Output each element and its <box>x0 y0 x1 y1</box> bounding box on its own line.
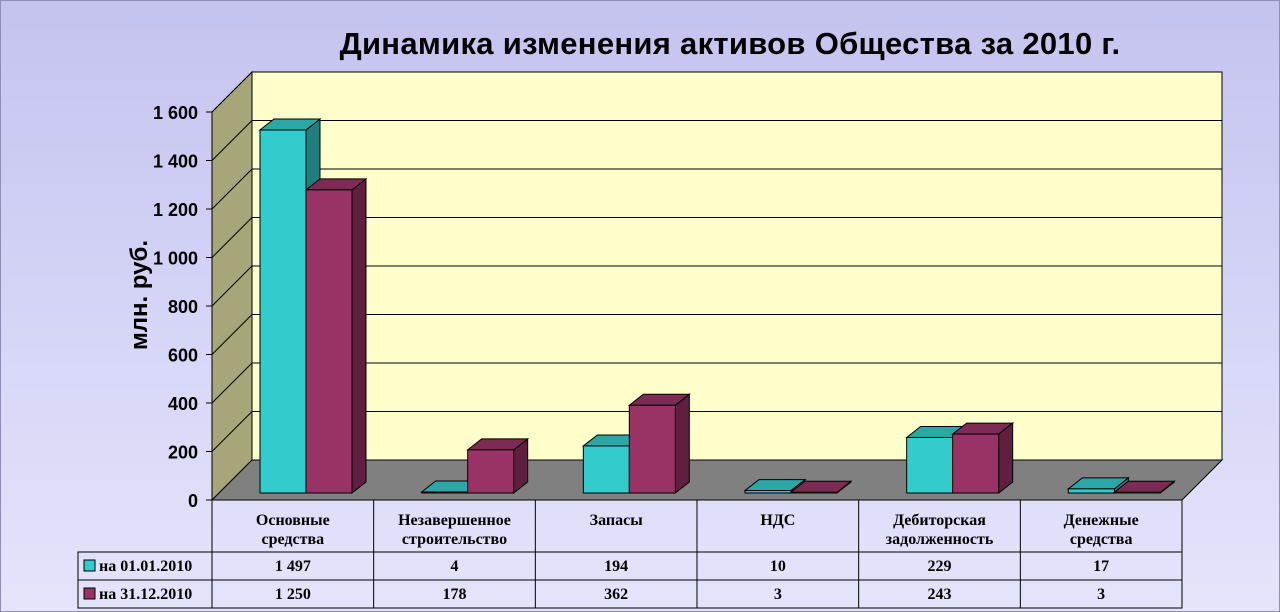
category-label: Денежные <box>1064 512 1139 529</box>
y-tick-label: 1 200 <box>153 200 198 220</box>
bar <box>466 437 530 495</box>
legend-label: на 31.12.2010 <box>99 586 192 603</box>
table-value: 4 <box>451 558 459 575</box>
legend-key <box>83 587 96 600</box>
category-label: Основные <box>256 512 330 529</box>
gridline-side <box>211 411 253 452</box>
gridline-side <box>211 168 253 210</box>
category-label: Незавершенное <box>398 512 511 529</box>
bar-front <box>582 445 630 494</box>
table-value: 3 <box>774 586 782 603</box>
table-value: 229 <box>928 558 952 575</box>
category-label: средства <box>1070 531 1133 548</box>
table-value: 362 <box>604 586 628 603</box>
bar-side <box>998 422 1014 495</box>
gridline-side <box>211 265 253 307</box>
gridline-side <box>211 71 253 113</box>
y-tick-label: 800 <box>168 297 198 317</box>
bar-side <box>351 177 367 495</box>
bar-front <box>467 449 515 494</box>
bar-front <box>952 433 1000 494</box>
bar-front <box>259 129 307 494</box>
chart-title: Динамика изменения активов Общества за 2… <box>339 26 1121 61</box>
table-value: 194 <box>604 558 628 575</box>
table-value: 17 <box>1093 558 1109 575</box>
table-value: 243 <box>928 586 952 603</box>
bar <box>627 393 691 495</box>
bar <box>304 177 368 495</box>
y-tick-label: 1 400 <box>153 152 198 172</box>
bar <box>1112 480 1176 495</box>
y-tick-label: 1 600 <box>153 103 198 123</box>
legend-label: на 01.01.2010 <box>99 558 192 575</box>
gridline-side <box>211 362 253 404</box>
gridline-side <box>211 314 253 355</box>
bar-front <box>790 491 838 494</box>
category-label: Запасы <box>590 512 644 529</box>
bar-front <box>305 189 353 494</box>
table-row <box>77 579 1183 609</box>
category-label: строительство <box>402 531 507 548</box>
y-axis-label: млн. руб. <box>126 239 153 351</box>
category-label: задолженность <box>886 531 994 548</box>
y-tick-label: 400 <box>168 394 198 414</box>
table-value: 178 <box>443 586 467 603</box>
bar <box>789 480 853 495</box>
table-value: 1 250 <box>275 586 311 603</box>
y-tick-label: 1 000 <box>153 249 198 269</box>
bar-side <box>674 393 690 495</box>
table-row <box>77 551 1183 581</box>
category-label: средства <box>262 531 325 548</box>
bar-front <box>1067 488 1115 494</box>
gridline-side <box>211 120 253 161</box>
y-tick-label: 600 <box>168 346 198 366</box>
table-value: 1 497 <box>275 558 311 575</box>
table-value: 3 <box>1097 586 1105 603</box>
bar-front <box>421 491 469 494</box>
gridline-side <box>211 217 253 258</box>
bar-front <box>744 490 792 494</box>
bar-front <box>1113 491 1161 494</box>
legend-key <box>83 559 96 572</box>
y-tick-label: 200 <box>168 443 198 463</box>
bar-front <box>906 436 954 494</box>
bar <box>951 422 1015 495</box>
category-label: Дебиторская <box>893 512 986 529</box>
bar-front <box>628 404 676 494</box>
y-tick-label: 0 <box>188 491 198 511</box>
table-value: 10 <box>770 558 786 575</box>
category-label: НДС <box>760 512 795 529</box>
